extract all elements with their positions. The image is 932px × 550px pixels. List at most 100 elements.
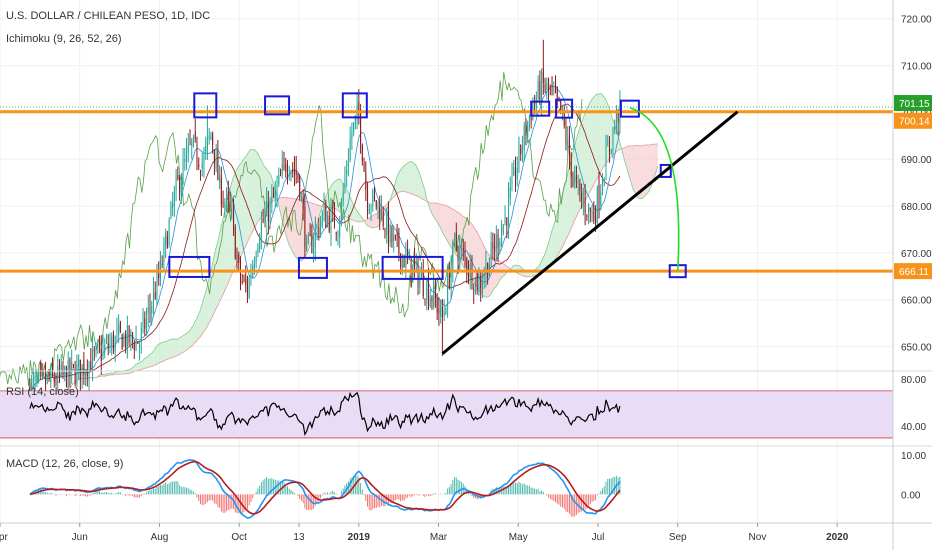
cloud-segment	[495, 259, 498, 288]
cloud-segment	[226, 197, 228, 288]
cloud-segment	[633, 145, 636, 193]
macd-histogram-bar	[567, 494, 569, 513]
candle-body	[318, 227, 320, 235]
macd-histogram-bar	[579, 494, 581, 513]
macd-histogram-bar	[238, 494, 240, 514]
cloud-segment	[186, 332, 188, 351]
candle-body	[544, 84, 546, 90]
macd-histogram-bar	[513, 481, 515, 495]
candle-body	[440, 303, 442, 317]
cloud-segment	[548, 238, 550, 269]
candle-body	[220, 177, 222, 206]
macd-histogram-bar	[132, 494, 134, 497]
macd-histogram-bar	[551, 494, 553, 501]
macd-histogram-bar	[320, 494, 322, 499]
macd-histogram-bar	[495, 487, 497, 495]
candle-body	[447, 274, 449, 307]
macd-histogram-bar	[168, 483, 170, 495]
macd-histogram-bar	[114, 493, 116, 495]
candle-body	[434, 290, 436, 299]
candle-body	[60, 364, 62, 375]
macd-histogram-bar	[194, 493, 196, 495]
cloud-segment	[106, 373, 108, 376]
candle-body	[125, 333, 127, 347]
cloud-segment	[200, 305, 202, 338]
candle-body	[109, 343, 111, 349]
macd-histogram-bar	[125, 494, 127, 497]
candle-body	[271, 195, 273, 204]
candle-body	[384, 229, 386, 232]
candle-body	[546, 82, 548, 89]
cloud-segment	[144, 357, 147, 369]
macd-histogram-bar	[41, 489, 43, 495]
macd-histogram-bar	[595, 494, 597, 501]
candle-body	[396, 234, 398, 236]
macd-histogram-bar	[384, 494, 386, 507]
candle-body	[342, 191, 344, 202]
candle-body	[306, 237, 308, 252]
candle-body	[182, 160, 184, 185]
cloud-segment	[650, 144, 653, 188]
macd-histogram-bar	[581, 494, 583, 512]
candle-body	[45, 375, 47, 385]
macd-histogram-bar	[455, 477, 457, 495]
candle-body	[567, 138, 569, 147]
macd-histogram-bar	[415, 493, 417, 495]
cloud-segment	[182, 334, 185, 353]
macd-histogram-bar	[182, 486, 184, 495]
rsi-tick-label: 80.00	[901, 375, 926, 386]
candle-body	[490, 242, 492, 261]
candle-body	[581, 192, 583, 201]
cloud-segment	[401, 166, 404, 192]
candle-body	[321, 212, 323, 226]
macd-histogram-bar	[596, 494, 598, 496]
candle-body	[97, 344, 99, 346]
candle-body	[467, 272, 469, 275]
candle-body	[598, 185, 600, 205]
candle-body	[283, 159, 285, 162]
macd-histogram-bar	[469, 492, 471, 495]
candle-body	[205, 146, 207, 152]
time-tick-label: 13	[293, 532, 305, 543]
candle-body	[119, 321, 121, 332]
macd-histogram-bar	[603, 486, 605, 495]
cloud-segment	[161, 342, 164, 362]
candle-body	[429, 297, 431, 307]
candle-body	[210, 132, 212, 140]
time-tick-label: Jun	[72, 532, 88, 543]
candle-body	[196, 143, 198, 163]
candle-body	[589, 207, 591, 212]
candle-body	[504, 216, 506, 223]
macd-histogram-bar	[116, 492, 118, 495]
macd-histogram-bar	[135, 494, 137, 498]
macd-histogram-bar	[614, 476, 616, 495]
macd-histogram-bar	[568, 494, 570, 514]
cloud-segment	[187, 331, 190, 350]
cloud-segment	[222, 212, 225, 296]
cloud-segment	[368, 216, 371, 228]
candle-body	[603, 180, 605, 183]
cloud-segment	[408, 161, 411, 194]
cloud-segment	[435, 202, 437, 222]
candle-body	[187, 145, 189, 152]
cloud-segment	[231, 177, 234, 276]
candle-body	[53, 376, 55, 382]
macd-histogram-bar	[156, 486, 158, 495]
cloud-segment	[542, 254, 545, 273]
macd-histogram-bar	[333, 492, 335, 495]
macd-histogram-bar	[605, 481, 607, 495]
candle-body	[614, 126, 616, 130]
candle-body	[320, 221, 322, 231]
macd-histogram-bar	[151, 489, 153, 495]
candle-body	[78, 359, 80, 367]
candle-body	[137, 341, 139, 344]
candle-body	[112, 334, 114, 351]
cloud-segment	[643, 144, 646, 198]
macd-histogram-bar	[440, 493, 442, 495]
cloud-segment	[193, 321, 195, 345]
macd-histogram-bar	[163, 483, 165, 495]
cloud-segment	[441, 204, 444, 235]
macd-histogram-bar	[243, 494, 245, 512]
candle-body	[123, 335, 125, 346]
